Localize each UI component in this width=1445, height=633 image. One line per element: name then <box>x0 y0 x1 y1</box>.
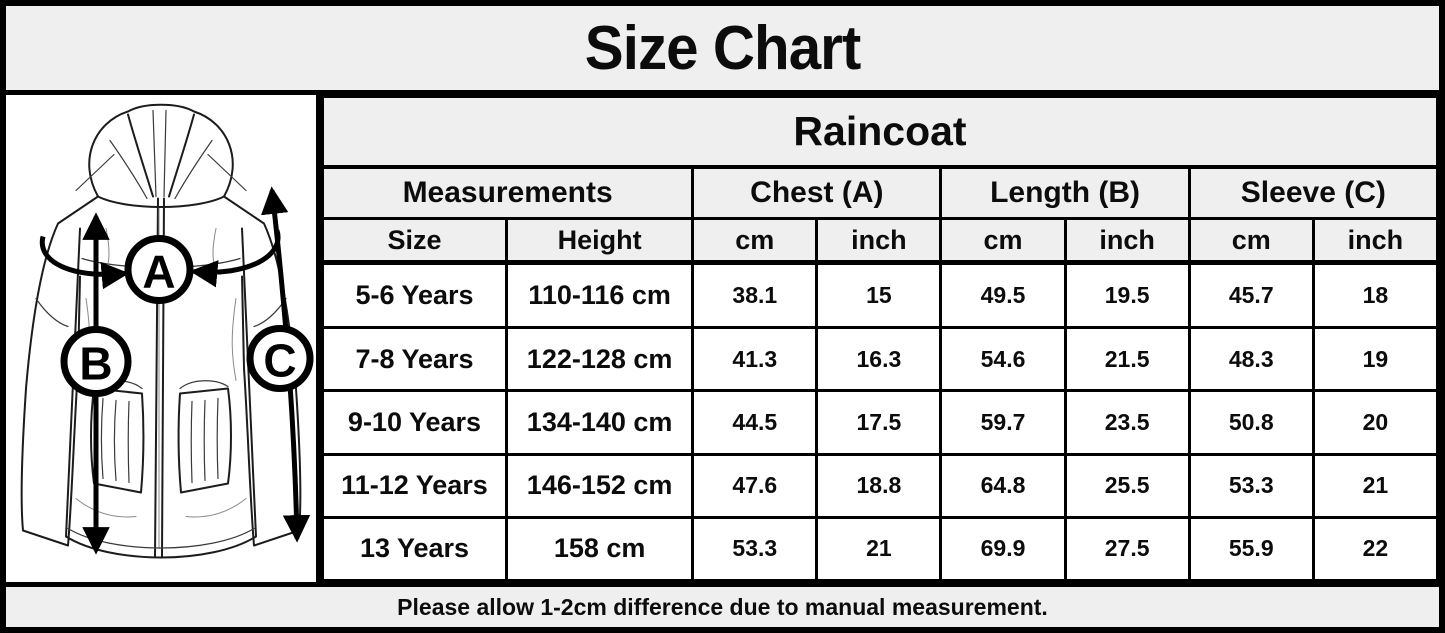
size-table-panel: Raincoat Measurements Chest (A) Length (… <box>320 95 1440 583</box>
sleeve-inch-value: 19 <box>1311 326 1440 393</box>
height-value: 146-152 cm <box>504 452 695 519</box>
col-group-length: Length (B) <box>939 165 1191 220</box>
sleeve-label-circle <box>246 325 314 392</box>
size-value: 7-8 Years <box>321 326 508 393</box>
product-header-row: Raincoat <box>321 95 1439 169</box>
col-header-sleeve-cm: cm <box>1187 217 1315 265</box>
sleeve-cm-value: 45.7 <box>1187 260 1315 330</box>
sub-header-row: Size Height cm inch cm inch cm inch <box>321 217 1440 265</box>
height-value: 122-128 cm <box>504 326 695 393</box>
raincoat-illustration-panel: A B C <box>6 95 321 582</box>
footer-bar: Please allow 1-2cm difference due to man… <box>6 582 1439 627</box>
col-header-length-cm: cm <box>939 217 1067 265</box>
chest-cm-value: 47.6 <box>691 452 819 519</box>
title-bar: Size Chart <box>6 6 1439 95</box>
size-value: 13 Years <box>321 515 508 583</box>
height-value: 110-116 cm <box>504 260 695 330</box>
raincoat-illustration: A B C <box>20 103 314 559</box>
col-group-measurements: Measurements <box>320 165 695 220</box>
sleeve-inch-value: 18 <box>1311 260 1440 330</box>
chest-inch-value: 15 <box>815 260 943 330</box>
sleeve-label: C <box>246 325 314 392</box>
chest-label-circle <box>124 235 194 304</box>
col-header-chest-inch: inch <box>815 217 943 265</box>
chest-cm-value: 41.3 <box>691 326 819 393</box>
height-value: 158 cm <box>504 515 695 583</box>
sleeve-inch-value: 20 <box>1311 389 1440 456</box>
chest-arrow-left <box>39 235 130 290</box>
product-name: Raincoat <box>321 95 1439 169</box>
chest-inch-value: 16.3 <box>815 326 943 393</box>
size-value: 11-12 Years <box>321 452 508 519</box>
size-value: 9-10 Years <box>321 389 508 456</box>
length-cm-value: 59.7 <box>939 389 1067 456</box>
col-group-sleeve: Sleeve (C) <box>1187 165 1440 220</box>
col-header-sleeve-inch: inch <box>1311 217 1440 265</box>
length-inch-value: 21.5 <box>1063 326 1191 393</box>
chest-cm-value: 38.1 <box>691 260 819 330</box>
sleeve-label-letter: C <box>263 335 296 387</box>
length-cm-value: 49.5 <box>939 260 1067 330</box>
measurement-disclaimer: Please allow 1-2cm difference due to man… <box>397 593 1048 620</box>
jacket-hood-sketch <box>75 103 247 200</box>
sleeve-inch-value: 22 <box>1311 515 1440 583</box>
length-inch-value: 25.5 <box>1063 452 1191 519</box>
chest-label: A <box>124 235 194 304</box>
length-label-circle <box>60 326 132 397</box>
sleeve-cm-value: 48.3 <box>1187 326 1315 393</box>
table-row-11-12-years: 11-12 Years 146-152 cm 47.6 18.8 64.8 25… <box>321 452 1440 519</box>
col-header-chest-cm: cm <box>691 217 819 265</box>
size-table: Raincoat Measurements Chest (A) Length (… <box>320 95 1440 583</box>
main-area: A B C <box>6 95 1440 583</box>
table-row-9-10-years: 9-10 Years 134-140 cm 44.5 17.5 59.7 23.… <box>321 389 1440 456</box>
sleeve-inch-value: 21 <box>1311 452 1440 519</box>
length-label: B <box>60 326 132 397</box>
table-row-5-6-years: 5-6 Years 110-116 cm 38.1 15 49.5 19.5 4… <box>321 260 1440 330</box>
col-header-height: Height <box>504 217 695 265</box>
size-value: 5-6 Years <box>321 260 508 330</box>
length-inch-value: 23.5 <box>1063 389 1191 456</box>
length-inch-value: 27.5 <box>1063 515 1191 583</box>
chest-arrow-right <box>189 229 281 288</box>
sleeve-cm-value: 53.3 <box>1187 452 1315 519</box>
length-cm-value: 54.6 <box>939 326 1067 393</box>
table-row-13-years: 13 Years 158 cm 53.3 21 69.9 27.5 55.9 2… <box>321 515 1440 583</box>
chest-inch-value: 17.5 <box>815 389 943 456</box>
chest-inch-value: 18.8 <box>815 452 943 519</box>
chest-cm-value: 53.3 <box>691 515 819 583</box>
chest-label-letter: A <box>142 246 175 298</box>
table-row-7-8-years: 7-8 Years 122-128 cm 41.3 16.3 54.6 21.5… <box>321 326 1440 393</box>
col-header-size: Size <box>321 217 508 265</box>
length-cm-value: 69.9 <box>939 515 1067 583</box>
length-cm-value: 64.8 <box>939 452 1067 519</box>
col-header-length-inch: inch <box>1063 217 1191 265</box>
sleeve-cm-value: 55.9 <box>1187 515 1315 583</box>
group-header-row: Measurements Chest (A) Length (B) Sleeve… <box>320 165 1440 220</box>
sleeve-cm-value: 50.8 <box>1187 389 1315 456</box>
length-label-letter: B <box>79 338 112 390</box>
chest-inch-value: 21 <box>815 515 943 583</box>
height-value: 134-140 cm <box>504 389 695 456</box>
length-inch-value: 19.5 <box>1063 260 1191 330</box>
page-title: Size Chart <box>584 13 862 83</box>
col-group-chest: Chest (A) <box>691 165 943 220</box>
chest-cm-value: 44.5 <box>691 389 819 456</box>
